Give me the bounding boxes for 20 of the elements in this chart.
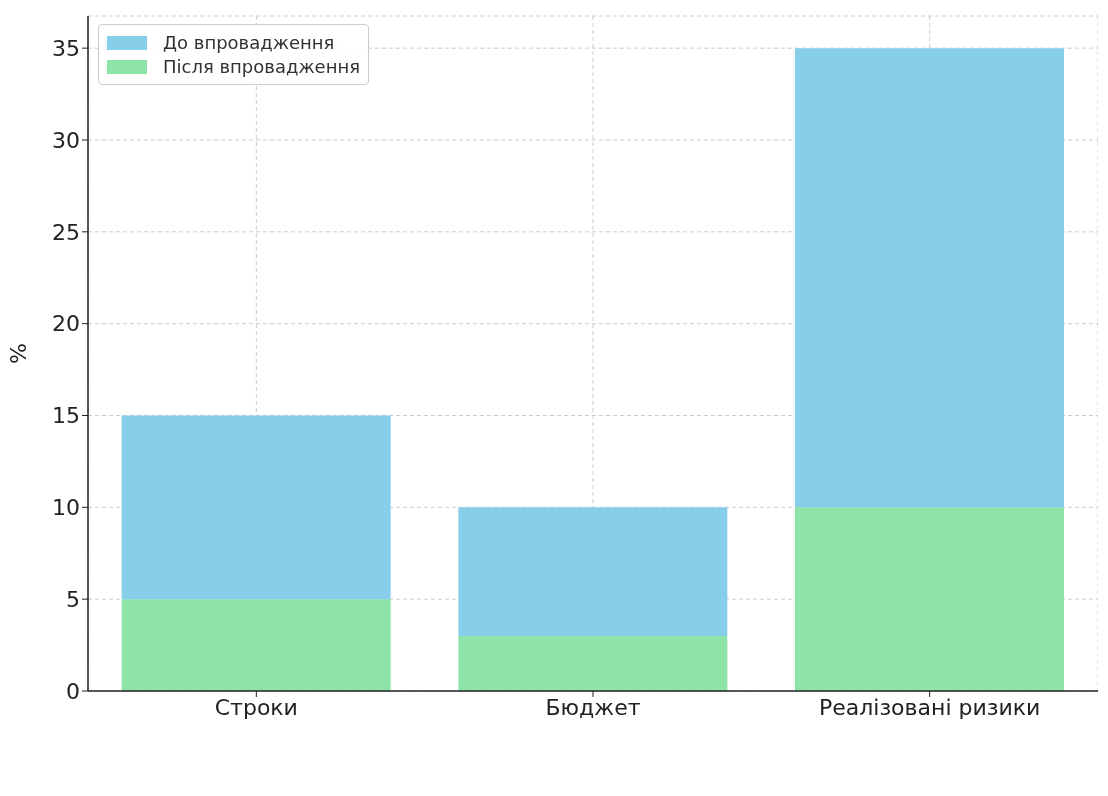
bar xyxy=(795,48,1064,508)
x-tick-label: Бюджет xyxy=(545,694,641,720)
x-tick-label: Реалізовані ризики xyxy=(818,694,1041,720)
y-axis-title: % xyxy=(5,343,31,364)
y-tick-label: 35 xyxy=(52,35,80,61)
x-tick-label: Строки xyxy=(214,694,298,720)
legend-label: До впровадження xyxy=(163,32,335,53)
bar xyxy=(458,507,728,636)
bar xyxy=(121,415,391,600)
y-tick-label: 10 xyxy=(52,495,80,521)
y-tick-label: 5 xyxy=(66,586,80,612)
bar xyxy=(795,507,1064,691)
y-tick-label: 30 xyxy=(52,127,80,153)
bar xyxy=(458,635,728,691)
legend-label: Після впровадження xyxy=(163,56,361,77)
y-tick-label: 25 xyxy=(52,219,80,245)
y-tick-label: 20 xyxy=(52,311,80,337)
y-tick-label: 15 xyxy=(52,403,80,429)
y-tick-label: 0 xyxy=(66,678,80,704)
bar xyxy=(121,599,391,691)
